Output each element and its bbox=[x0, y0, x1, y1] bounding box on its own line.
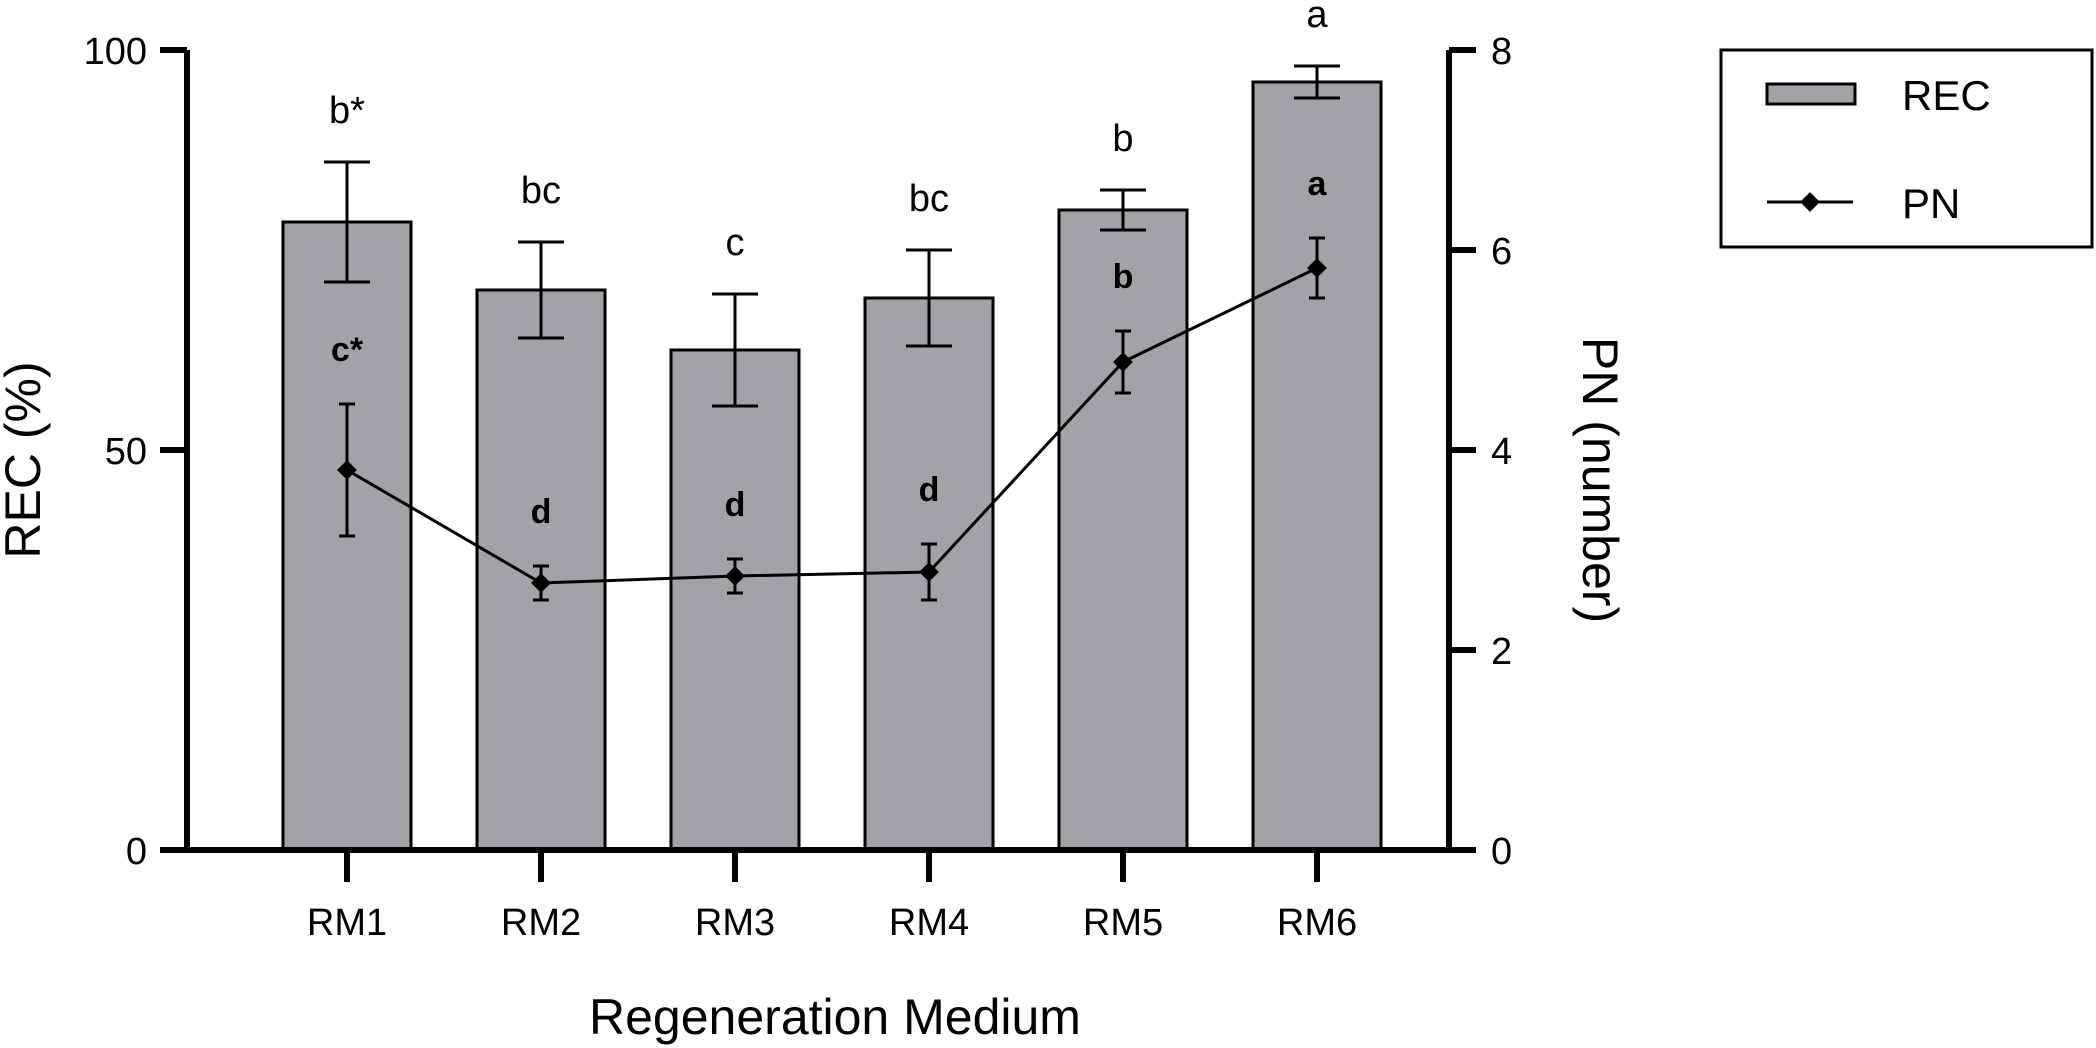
x-tick-label-rm1: RM1 bbox=[307, 902, 387, 944]
pn-point-rm1 bbox=[337, 460, 357, 480]
y-right-tick-label-8: 8 bbox=[1491, 31, 1512, 73]
rec-sig-label-6: a bbox=[1306, 0, 1328, 36]
y-right-tick-label-4: 4 bbox=[1491, 431, 1512, 473]
y-axis-right-title: PN (number) bbox=[1572, 337, 1628, 623]
pn-line bbox=[346, 266, 1318, 585]
labels-layer: b* bc c bc b a c* d d d b a bbox=[329, 0, 1328, 531]
pn-sig-label-6: a bbox=[1308, 165, 1328, 203]
x-tick-label-rm5: RM5 bbox=[1083, 902, 1163, 944]
bars-layer bbox=[281, 80, 1383, 852]
y-left-tick-label-50: 50 bbox=[105, 431, 147, 473]
pn-sig-label-3: d bbox=[725, 486, 746, 524]
pn-sig-label-1: c* bbox=[331, 331, 364, 369]
x-tick-label-rm4: RM4 bbox=[889, 902, 969, 944]
legend: REC PN bbox=[1719, 48, 2094, 249]
pn-point-rm3 bbox=[725, 566, 745, 586]
pn-point-rm6 bbox=[1307, 258, 1327, 278]
pn-point-rm4 bbox=[919, 562, 939, 582]
pn-point-rm5 bbox=[1113, 352, 1133, 372]
rec-sig-label-4: bc bbox=[909, 178, 949, 220]
legend-rec-label: REC bbox=[1902, 72, 1991, 119]
bar-rec-rm5 bbox=[1057, 208, 1189, 852]
rec-sig-label-1: b* bbox=[329, 90, 365, 132]
x-tick-label-rm6: RM6 bbox=[1277, 902, 1357, 944]
pn-point-rm2 bbox=[531, 573, 551, 593]
y-axis-left-title: REC (%) bbox=[0, 361, 51, 558]
rec-sig-label-5: b bbox=[1112, 118, 1133, 160]
legend-pn-label: PN bbox=[1902, 180, 1960, 227]
pn-sig-label-2: d bbox=[531, 493, 552, 531]
bar-rec-rm6 bbox=[1251, 80, 1383, 852]
pn-sig-label-5: b bbox=[1113, 258, 1134, 296]
rec-sig-label-2: bc bbox=[521, 170, 561, 212]
y-left-tick-label-0: 0 bbox=[126, 831, 147, 873]
bar-rec-rm3 bbox=[669, 348, 801, 852]
x-tick-label-rm2: RM2 bbox=[501, 902, 581, 944]
y-right-tick-label-2: 2 bbox=[1491, 631, 1512, 673]
bar-error-layer bbox=[324, 64, 1340, 408]
x-tick-label-rm3: RM3 bbox=[695, 902, 775, 944]
y-left-tick-label-100: 100 bbox=[84, 31, 147, 73]
axes-layer: 0 50 100 0 2 4 6 8 RM1 RM2 RM3 RM4 RM5 RM6 bbox=[84, 31, 1513, 944]
pn-sig-label-4: d bbox=[919, 471, 940, 509]
line-layer bbox=[337, 236, 1327, 602]
rec-sig-label-3: c bbox=[726, 222, 745, 264]
legend-pn-marker bbox=[1800, 192, 1820, 212]
y-right-tick-label-6: 6 bbox=[1491, 231, 1512, 273]
x-axis-title: Regeneration Medium bbox=[589, 989, 1081, 1045]
legend-rec-swatch bbox=[1765, 82, 1857, 106]
y-right-tick-label-0: 0 bbox=[1491, 831, 1512, 873]
